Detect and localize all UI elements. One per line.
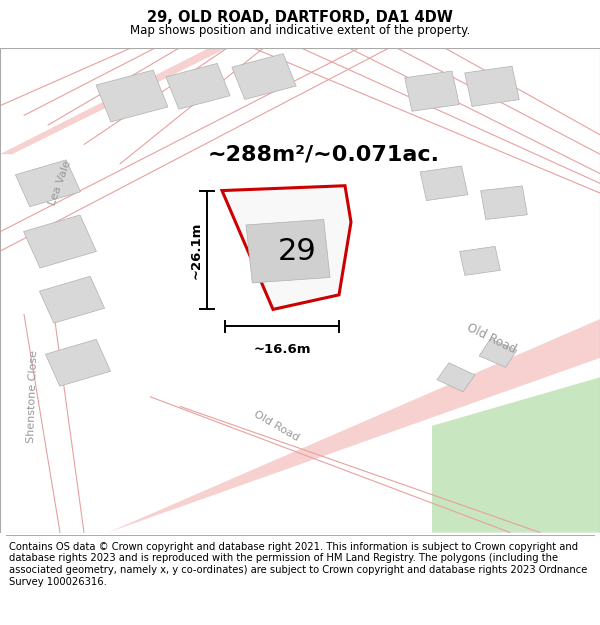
Text: Old Road: Old Road	[465, 321, 519, 356]
Polygon shape	[432, 378, 600, 532]
Polygon shape	[481, 186, 527, 219]
Text: Old Road: Old Road	[251, 409, 301, 442]
Polygon shape	[420, 166, 468, 201]
Polygon shape	[460, 246, 500, 276]
Polygon shape	[46, 339, 110, 386]
Text: Map shows position and indicative extent of the property.: Map shows position and indicative extent…	[130, 24, 470, 37]
Text: Contains OS data © Crown copyright and database right 2021. This information is : Contains OS data © Crown copyright and d…	[9, 542, 587, 586]
Text: 29, OLD ROAD, DARTFORD, DA1 4DW: 29, OLD ROAD, DARTFORD, DA1 4DW	[147, 11, 453, 26]
Polygon shape	[16, 160, 80, 207]
Polygon shape	[465, 66, 519, 106]
Polygon shape	[222, 186, 351, 309]
Polygon shape	[108, 319, 600, 532]
Text: ~26.1m: ~26.1m	[190, 221, 203, 279]
Text: Lea Vale: Lea Vale	[47, 159, 73, 207]
Polygon shape	[96, 70, 168, 122]
Polygon shape	[40, 276, 104, 323]
Text: ~16.6m: ~16.6m	[253, 343, 311, 356]
Polygon shape	[437, 363, 475, 392]
Text: ~288m²/~0.071ac.: ~288m²/~0.071ac.	[208, 144, 440, 164]
Polygon shape	[479, 339, 517, 367]
Polygon shape	[246, 219, 330, 283]
Polygon shape	[166, 63, 230, 109]
Polygon shape	[232, 54, 296, 99]
Text: Shenstone Close: Shenstone Close	[26, 350, 40, 443]
Polygon shape	[405, 71, 459, 111]
Polygon shape	[0, 48, 228, 154]
Polygon shape	[23, 215, 97, 268]
Text: 29: 29	[278, 237, 316, 266]
